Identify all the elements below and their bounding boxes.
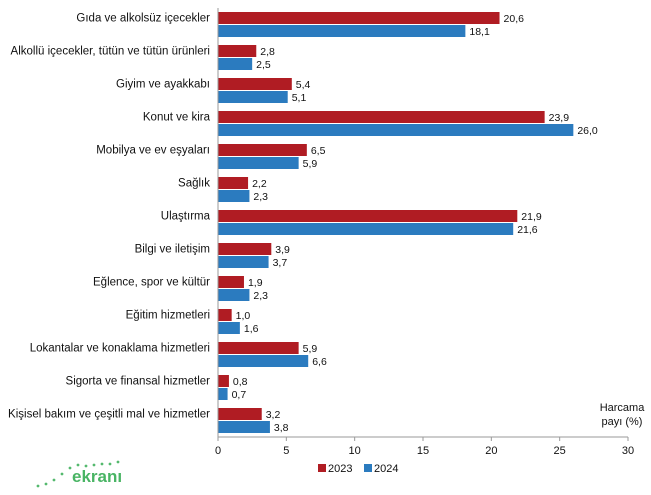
category-label: Giyim ve ayakkabı — [116, 79, 210, 91]
x-tick-label: 15 — [417, 445, 429, 457]
watermark-dot — [108, 462, 112, 466]
data-label-2024: 3,7 — [273, 257, 288, 269]
bar-2024-9 — [218, 322, 240, 334]
data-label-2023: 2,2 — [252, 178, 267, 190]
data-label-2023: 6,5 — [311, 145, 326, 157]
bar-2024-1 — [218, 58, 253, 70]
bar-2023-10 — [218, 342, 299, 354]
data-label-2023: 5,4 — [296, 79, 311, 91]
data-label-2023: 1,0 — [236, 310, 251, 322]
category-label: Kişisel bakım ve çeşitli mal ve hizmetle… — [8, 409, 210, 421]
watermark-dot — [84, 464, 88, 468]
category-label: Sigorta ve finansal hizmetler — [66, 376, 211, 388]
bar-2024-8 — [218, 289, 250, 301]
bar-2023-12 — [218, 408, 262, 420]
watermark-dot — [100, 462, 104, 466]
watermark-dot — [44, 482, 48, 486]
bar-2024-3 — [218, 124, 574, 136]
bar-2023-8 — [218, 276, 244, 288]
category-label: Eğitim hizmetleri — [126, 310, 210, 322]
data-label-2023: 5,9 — [303, 343, 318, 355]
bar-2023-2 — [218, 78, 292, 90]
data-label-2023: 3,2 — [266, 409, 281, 421]
watermark-dot — [60, 472, 64, 476]
data-label-2023: 3,9 — [275, 244, 290, 256]
x-tick-label: 10 — [349, 445, 361, 457]
category-label: Lokantalar ve konaklama hizmetleri — [30, 343, 210, 355]
x-tick-label: 30 — [622, 445, 634, 457]
data-label-2024: 2,5 — [256, 59, 271, 71]
legend-swatch-2023 — [318, 464, 326, 472]
bar-2023-3 — [218, 111, 545, 123]
bar-2024-4 — [218, 157, 299, 169]
category-label: Alkollü içecekler, tütün ve tütün ürünle… — [11, 46, 210, 58]
category-label: Konut ve kira — [143, 112, 211, 124]
data-label-2023: 23,9 — [549, 112, 570, 124]
data-label-2024: 0,7 — [232, 389, 247, 401]
watermark-logo-text: ekranı — [72, 467, 122, 486]
bar-2023-6 — [218, 210, 518, 222]
bar-2024-12 — [218, 421, 270, 433]
data-label-2024: 3,8 — [274, 422, 289, 434]
category-label: Mobilya ve ev eşyaları — [96, 145, 210, 157]
data-label-2024: 5,1 — [292, 92, 307, 104]
bar-2024-10 — [218, 355, 309, 367]
bar-2023-4 — [218, 144, 307, 156]
data-label-2024: 2,3 — [253, 290, 268, 302]
x-tick-label: 0 — [215, 445, 221, 457]
x-axis-title-line2: payı (%) — [602, 416, 643, 428]
bar-2024-11 — [218, 388, 228, 400]
watermark-dot — [68, 466, 72, 470]
x-tick-label: 5 — [283, 445, 289, 457]
bar-2023-1 — [218, 45, 257, 57]
bar-2023-0 — [218, 12, 500, 24]
legend-label-2024: 2024 — [374, 463, 398, 475]
category-label: Eğlence, spor ve kültür — [93, 277, 210, 289]
data-label-2023: 0,8 — [233, 376, 248, 388]
data-label-2024: 5,9 — [303, 158, 318, 170]
bar-2024-5 — [218, 190, 250, 202]
data-label-2024: 6,6 — [312, 356, 327, 368]
x-tick-label: 20 — [485, 445, 497, 457]
category-label: Sağlık — [178, 178, 210, 190]
bar-2024-6 — [218, 223, 514, 235]
category-label: Bilgi ve iletişim — [135, 244, 210, 256]
data-label-2024: 1,6 — [244, 323, 259, 335]
bar-2023-9 — [218, 309, 232, 321]
bar-2023-7 — [218, 243, 272, 255]
legend-swatch-2024 — [364, 464, 372, 472]
legend-label-2023: 2023 — [328, 463, 352, 475]
x-axis-title-line1: Harcama — [600, 402, 646, 414]
data-label-2024: 26,0 — [577, 125, 598, 137]
data-label-2024: 2,3 — [253, 191, 268, 203]
category-label: Ulaştırma — [161, 211, 211, 223]
bar-2024-0 — [218, 25, 466, 37]
watermark-dot — [76, 463, 80, 467]
category-label: Gıda ve alkolsüz içecekler — [76, 13, 210, 25]
watermark-dot — [52, 478, 56, 482]
data-label-2024: 18,1 — [469, 26, 490, 38]
data-label-2024: 21,6 — [517, 224, 538, 236]
watermark-dot — [36, 484, 40, 488]
data-label-2023: 1,9 — [248, 277, 263, 289]
watermark-dot — [116, 460, 120, 464]
bar-2024-2 — [218, 91, 288, 103]
data-label-2023: 20,6 — [504, 13, 525, 25]
bar-2024-7 — [218, 256, 269, 268]
bar-2023-5 — [218, 177, 249, 189]
data-label-2023: 21,9 — [521, 211, 542, 223]
watermark-dot — [92, 463, 96, 467]
bar-2023-11 — [218, 375, 229, 387]
x-tick-label: 25 — [554, 445, 566, 457]
data-label-2023: 2,8 — [260, 46, 275, 58]
